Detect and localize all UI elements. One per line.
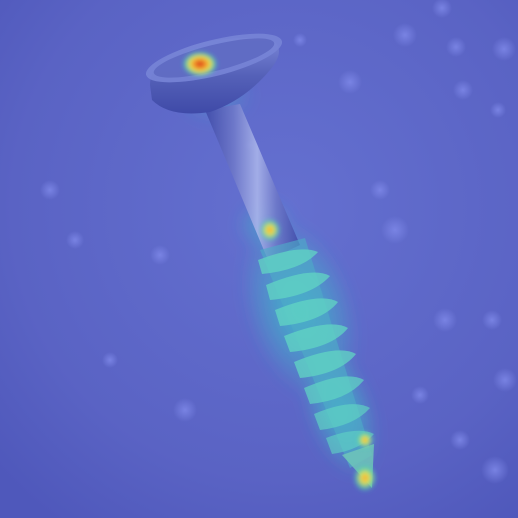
heat-hotspots	[182, 51, 377, 492]
hotspot-shank	[259, 218, 281, 242]
hotspot-tip	[353, 464, 377, 492]
background-specks	[40, 0, 517, 484]
hotspot-thread-lower	[356, 431, 374, 449]
hotspot-head	[182, 51, 218, 77]
screw-threads	[258, 238, 374, 468]
